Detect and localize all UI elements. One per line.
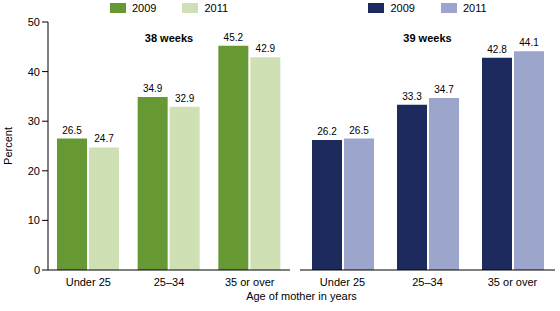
- svg-text:42.8: 42.8: [487, 44, 507, 55]
- svg-text:44.1: 44.1: [519, 37, 539, 48]
- svg-text:34.9: 34.9: [143, 83, 163, 94]
- svg-text:Percent: Percent: [8, 127, 14, 165]
- svg-text:24.7: 24.7: [94, 133, 114, 144]
- svg-text:10: 10: [28, 214, 40, 226]
- svg-text:42.9: 42.9: [256, 43, 276, 54]
- svg-text:30: 30: [28, 115, 40, 127]
- svg-text:26.2: 26.2: [317, 126, 337, 137]
- html-text:39 weeks: 39 weeks: [403, 32, 452, 44]
- svg-text:Under 25: Under 25: [320, 276, 365, 288]
- svg-text:25–34: 25–34: [412, 276, 443, 288]
- svg-text:50: 50: [28, 16, 40, 28]
- svg-text:26.5: 26.5: [62, 125, 82, 136]
- svg-text:25–34: 25–34: [154, 276, 185, 288]
- html-text:38 weeks: 38 weeks: [144, 32, 194, 44]
- svg-text:26.5: 26.5: [349, 125, 369, 136]
- svg-text:33.3: 33.3: [402, 91, 422, 102]
- svg-text:35 or over: 35 or over: [225, 276, 275, 288]
- svg-text:34.7: 34.7: [434, 84, 454, 95]
- svg-text:40: 40: [28, 66, 40, 78]
- svg-text:0: 0: [34, 264, 40, 276]
- html-text:2009: 2009: [131, 2, 157, 14]
- html-text:Age of mother in years: Age of mother in years: [246, 290, 357, 302]
- html-text:2009: 2009: [390, 2, 415, 14]
- svg-text:Under 25: Under 25: [66, 276, 111, 288]
- html-text:2011: 2011: [204, 2, 229, 14]
- svg-text:45.2: 45.2: [224, 32, 244, 43]
- svg-text:35 or over: 35 or over: [488, 276, 538, 288]
- html-text:2011: 2011: [462, 2, 487, 14]
- svg-text:20: 20: [28, 165, 40, 177]
- svg-text:32.9: 32.9: [175, 93, 195, 104]
